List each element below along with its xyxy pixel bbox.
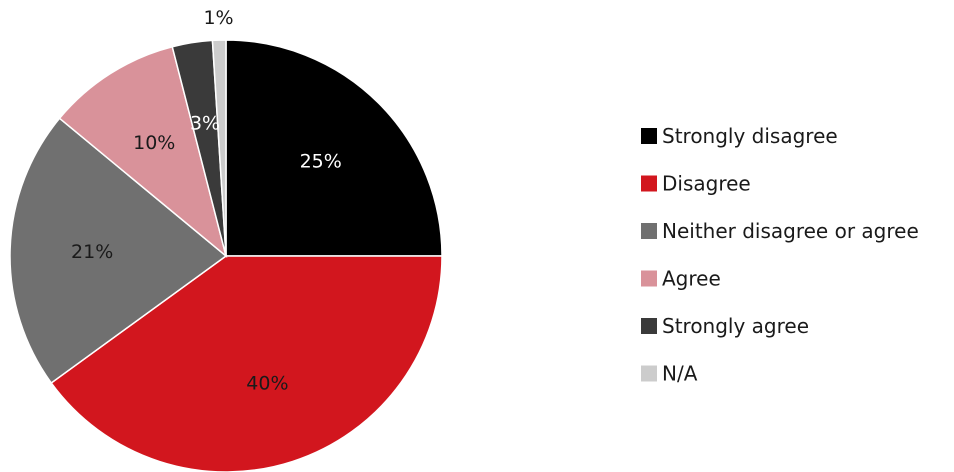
pie-slice-strongly-disagree: [225, 39, 443, 257]
pie-slice-labels: 25% 40% 21% 10% 3% 1%: [71, 7, 342, 394]
legend-item-neither-disagree-or-agree: Neither disagree or agree: [641, 219, 919, 243]
legend-swatch-strongly-agree: [641, 318, 657, 334]
pie-slice-n-a: [211, 39, 227, 257]
legend-item-strongly-disagree: Strongly disagree: [641, 124, 838, 148]
slice-label-n-a: 1%: [203, 7, 233, 29]
legend-item-strongly-agree: Strongly agree: [641, 314, 809, 338]
legend-item-agree: Agree: [641, 267, 721, 291]
legend-label-strongly-disagree: Strongly disagree: [662, 124, 838, 148]
legend-label-neither-disagree-or-agree: Neither disagree or agree: [662, 219, 919, 243]
legend: Strongly disagree Disagree Neither disagre…: [641, 124, 919, 386]
pie-slice-agree: [58, 45, 228, 259]
legend-item-n-a: N/A: [641, 362, 698, 386]
pie-slice-neither-disagree-or-agree: [9, 117, 228, 385]
legend-swatch-disagree: [641, 175, 657, 192]
pie-slice-disagree: [50, 255, 443, 472]
slice-label-disagree: 40%: [246, 372, 288, 394]
legend-swatch-strongly-disagree: [641, 128, 657, 144]
slice-label-strongly-agree: 3%: [190, 113, 220, 135]
slice-label-strongly-disagree: 25%: [300, 150, 342, 172]
slice-label-neither-disagree-or-agree: 21%: [71, 241, 113, 263]
legend-swatch-n-a: [641, 365, 657, 382]
legend-label-agree: Agree: [662, 267, 721, 291]
legend-item-disagree: Disagree: [641, 172, 751, 196]
pie-slices: [9, 39, 443, 472]
legend-swatch-agree: [641, 270, 657, 287]
legend-swatch-neither-disagree-or-agree: [641, 223, 657, 239]
legend-label-disagree: Disagree: [662, 172, 751, 196]
legend-label-n-a: N/A: [662, 362, 698, 386]
slice-label-agree: 10%: [133, 132, 175, 154]
legend-label-strongly-agree: Strongly agree: [662, 314, 809, 338]
